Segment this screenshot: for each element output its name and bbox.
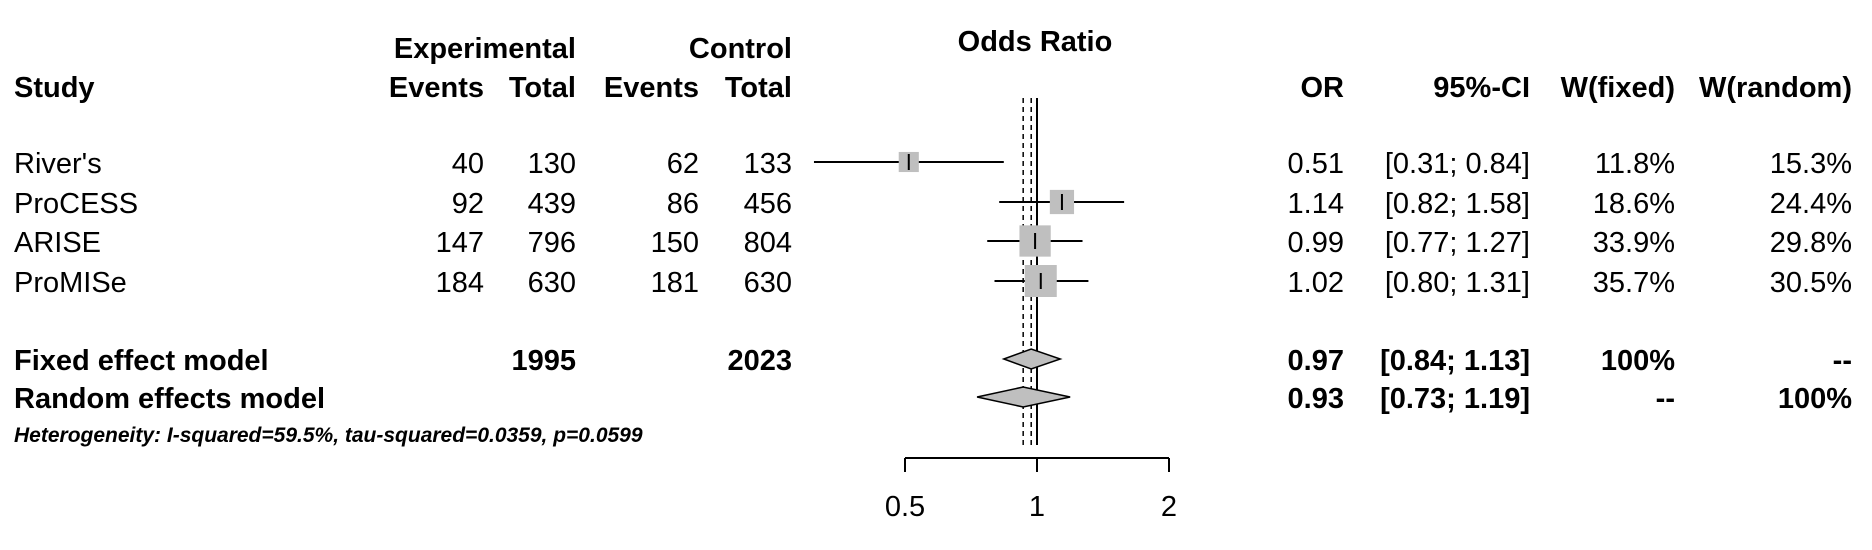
ci-header: 95%-CI — [1433, 72, 1530, 104]
fixed-ctrl-total: 2023 — [727, 345, 792, 377]
fixed-ci: [0.84; 1.13] — [1380, 345, 1530, 377]
w-random-header: W(random) — [1698, 72, 1852, 104]
study-w-fixed: 33.9% — [1592, 227, 1675, 259]
odds-ratio-title: Odds Ratio — [957, 26, 1113, 58]
fixed-w-fixed: 100% — [1600, 345, 1675, 377]
experimental-header: Experimental — [393, 33, 576, 65]
study-or: 0.51 — [1287, 148, 1344, 180]
ctrl-total: 630 — [743, 267, 792, 299]
ctrl-events: 86 — [666, 188, 699, 220]
study-w-random: 29.8% — [1769, 227, 1852, 259]
exp-events: 92 — [451, 188, 484, 220]
x-tick-label: 0.5 — [885, 491, 925, 523]
study-w-random: 30.5% — [1769, 267, 1852, 299]
exp-events-header: Events — [388, 72, 484, 104]
x-tick-label: 1 — [1029, 491, 1045, 523]
exp-total: 630 — [527, 267, 576, 299]
study-w-fixed: 18.6% — [1592, 188, 1675, 220]
study-name: ProCESS — [14, 188, 139, 220]
ctrl-total: 804 — [743, 227, 792, 259]
study-ci: [0.80; 1.31] — [1384, 267, 1530, 299]
study-column-header: Study — [14, 72, 95, 104]
random-label: Random effects model — [14, 383, 325, 415]
study-or: 0.99 — [1287, 227, 1344, 259]
study-name: River's — [14, 148, 102, 180]
fixed-effect-diamond — [1001, 348, 1063, 370]
ctrl-events: 181 — [650, 267, 699, 299]
control-header: Control — [688, 33, 792, 65]
ctrl-total: 456 — [743, 188, 792, 220]
random-ci: [0.73; 1.19] — [1380, 383, 1530, 415]
study-w-fixed: 35.7% — [1592, 267, 1675, 299]
study-name: ProMISe — [14, 267, 127, 299]
fixed-label: Fixed effect model — [14, 345, 269, 377]
exp-total: 130 — [527, 148, 576, 180]
fixed-or: 0.97 — [1287, 345, 1344, 377]
study-ci: [0.82; 1.58] — [1384, 188, 1530, 220]
random-w-fixed: -- — [1655, 383, 1675, 415]
random-w-random: 100% — [1777, 383, 1852, 415]
w-fixed-header: W(fixed) — [1560, 72, 1675, 104]
exp-events: 40 — [451, 148, 484, 180]
study-w-fixed: 11.8% — [1594, 148, 1675, 180]
study-or: 1.14 — [1287, 188, 1344, 220]
fixed-exp-total: 1995 — [511, 345, 576, 377]
random-or: 0.93 — [1287, 383, 1344, 415]
x-tick-label: 2 — [1161, 491, 1177, 523]
exp-events: 184 — [435, 267, 484, 299]
ctrl-events: 62 — [666, 148, 699, 180]
study-w-random: 15.3% — [1769, 148, 1852, 180]
exp-total-header: Total — [508, 72, 576, 104]
study-ci: [0.77; 1.27] — [1384, 227, 1530, 259]
ctrl-events-header: Events — [603, 72, 699, 104]
random-effects-diamond — [976, 386, 1071, 408]
ctrl-total-header: Total — [724, 72, 792, 104]
ctrl-events: 150 — [650, 227, 699, 259]
exp-events: 147 — [435, 227, 484, 259]
exp-total: 796 — [527, 227, 576, 259]
study-or: 1.02 — [1287, 267, 1344, 299]
heterogeneity-note: Heterogeneity: I-squared=59.5%, tau-squa… — [14, 424, 643, 447]
or-header: OR — [1300, 72, 1345, 104]
ctrl-total: 133 — [743, 148, 792, 180]
exp-total: 439 — [527, 188, 576, 220]
study-name: ARISE — [14, 227, 102, 259]
fixed-w-random: -- — [1832, 345, 1852, 377]
study-ci: [0.31; 0.84] — [1384, 148, 1530, 180]
study-w-random: 24.4% — [1769, 188, 1852, 220]
